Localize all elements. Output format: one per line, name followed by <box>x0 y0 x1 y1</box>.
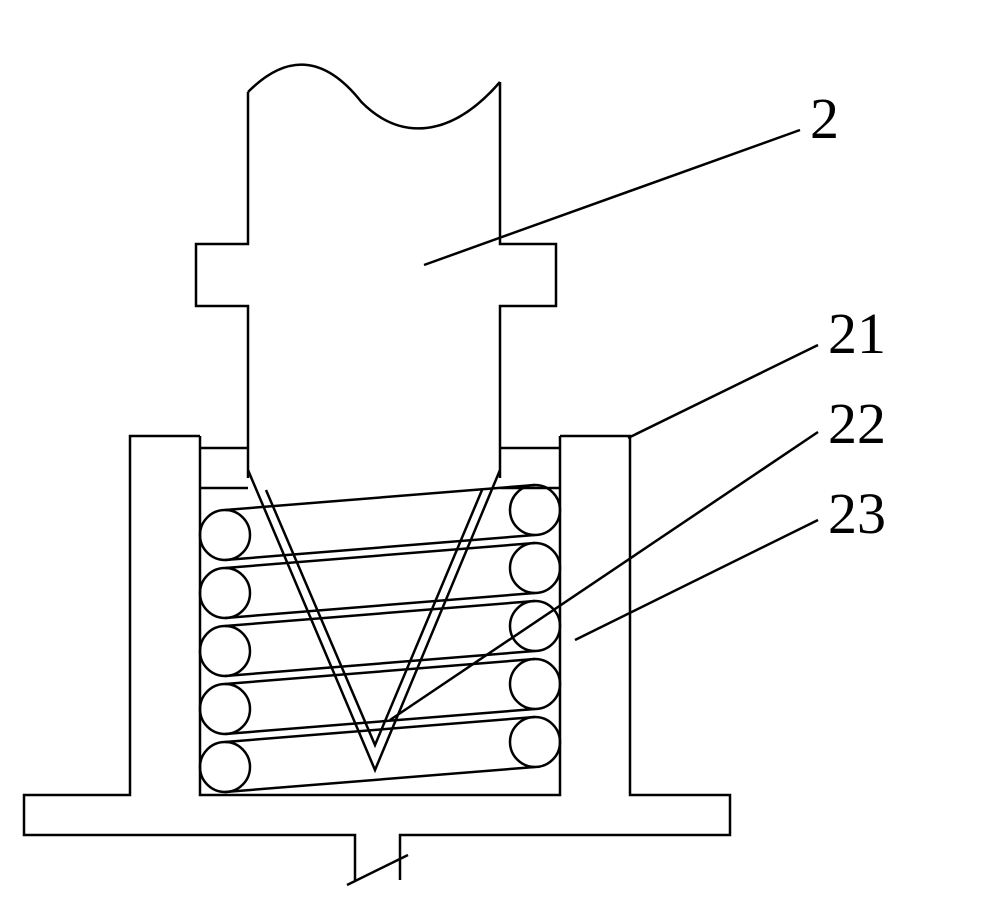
spring-coil-right <box>510 717 560 767</box>
base-plate <box>24 436 730 880</box>
spring-coil-left <box>200 568 250 618</box>
base-flange <box>24 436 730 885</box>
leader-lines <box>390 130 818 720</box>
spring-coil-left <box>200 742 250 792</box>
leader-line <box>390 432 818 720</box>
leader-line <box>424 130 800 265</box>
spring-wire-bottom <box>225 767 535 792</box>
upper-shaft <box>196 65 556 448</box>
spring-coil-left <box>200 626 250 676</box>
spring-coil-right <box>510 659 560 709</box>
spring-coil <box>200 485 560 792</box>
spring-coil-right <box>510 485 560 535</box>
leader-line <box>575 520 818 640</box>
label-22: 22 <box>828 390 886 457</box>
leader-line <box>628 345 818 438</box>
break-line-wave <box>248 65 500 129</box>
label-2: 2 <box>810 85 839 152</box>
spring-coil-left <box>200 684 250 734</box>
spring-coil-left <box>200 510 250 560</box>
spring-coil-right <box>510 543 560 593</box>
label-23: 23 <box>828 480 886 547</box>
spring-coil-right <box>510 601 560 651</box>
label-21: 21 <box>828 300 886 367</box>
shaft-body <box>196 82 556 448</box>
